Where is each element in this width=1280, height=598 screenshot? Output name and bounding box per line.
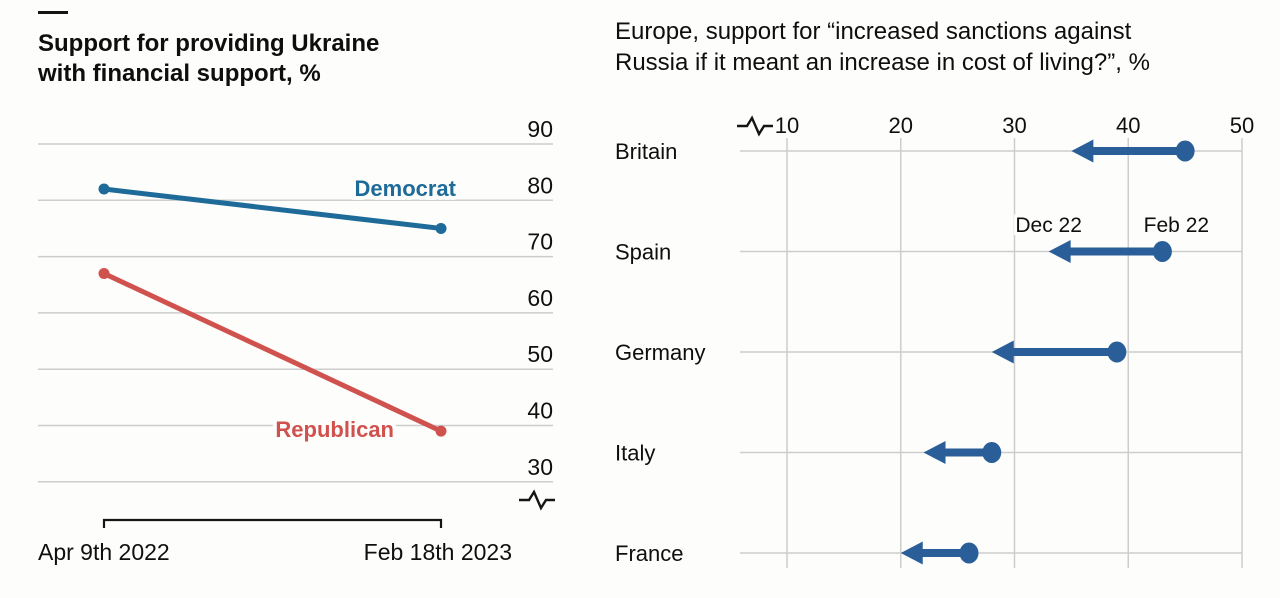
category-label-spain: Spain [615,240,671,265]
annotation-dec-22: Dec 22 [1015,214,1082,237]
category-label-britain: Britain [615,139,677,164]
right-title-line2: Russia if it meant an increase in cost o… [615,49,1150,76]
xtick-label-50: 50 [1230,113,1254,138]
spain-arrowhead-icon [1048,240,1071,263]
democrat-point-1 [435,222,447,234]
series-label-democrat: Democrat [355,176,457,201]
right-title-line1: Europe, support for “increased sanctions… [615,18,1132,45]
spain-start-dot [1152,241,1172,262]
italy-start-dot [982,442,1002,463]
ytick-label-90: 90 [527,116,553,142]
republican-point-1 [435,425,447,437]
series-label-republican: Republican [275,417,394,442]
xtick-label-10: 10 [775,113,799,138]
line-chart-us-partisan-support: 90 80 70 60 50 40 30 Democrat Republican Apr 9th … [38,116,555,565]
left-chart-title: Support for providing Ukraine with finan… [38,29,379,89]
xtick-label-20: 20 [889,113,913,138]
germany-start-dot [1107,341,1127,363]
tag-dash [38,11,68,14]
xtick-label-end: Feb 18th 2023 [364,539,512,565]
france-arrowhead-icon [900,541,923,565]
dumbbell-chart-europe-sanctions: 10 20 30 40 50 Britain Spain Germany Italy France… [615,110,1257,568]
left-title-line1: Support for providing Ukraine [38,30,380,57]
ytick-label-80: 80 [527,172,553,198]
left-axis-break-icon [519,489,555,511]
democrat-point-0 [98,183,110,195]
left-title-line2: with financial support, % [38,60,321,87]
category-label-germany: Germany [615,340,705,365]
xtick-label-start: Apr 9th 2022 [38,539,170,565]
republican-point-0 [98,267,110,279]
right-chart-title: Europe, support for “increased sanctions… [615,16,1150,78]
ytick-label-60: 60 [527,285,553,311]
republican-line [101,270,444,434]
france-start-dot [959,542,979,564]
annotation-feb-22: Feb 22 [1144,214,1209,237]
germany-arrowhead-icon [991,340,1014,364]
italy-arrowhead-icon [923,441,946,464]
britain-start-dot [1175,140,1195,162]
xtick-label-30: 30 [1002,113,1026,138]
right-axis-break-icon [737,115,773,137]
britain-arrowhead-icon [1071,139,1094,163]
ytick-label-70: 70 [527,229,553,255]
ytick-label-40: 40 [527,398,553,424]
ytick-label-50: 50 [527,341,553,367]
democrat-line [101,186,444,231]
ytick-label-30: 30 [527,454,553,480]
xtick-label-40: 40 [1116,113,1140,138]
category-label-italy: Italy [615,441,655,466]
x-range-bracket [102,518,443,528]
category-label-france: France [615,541,683,566]
